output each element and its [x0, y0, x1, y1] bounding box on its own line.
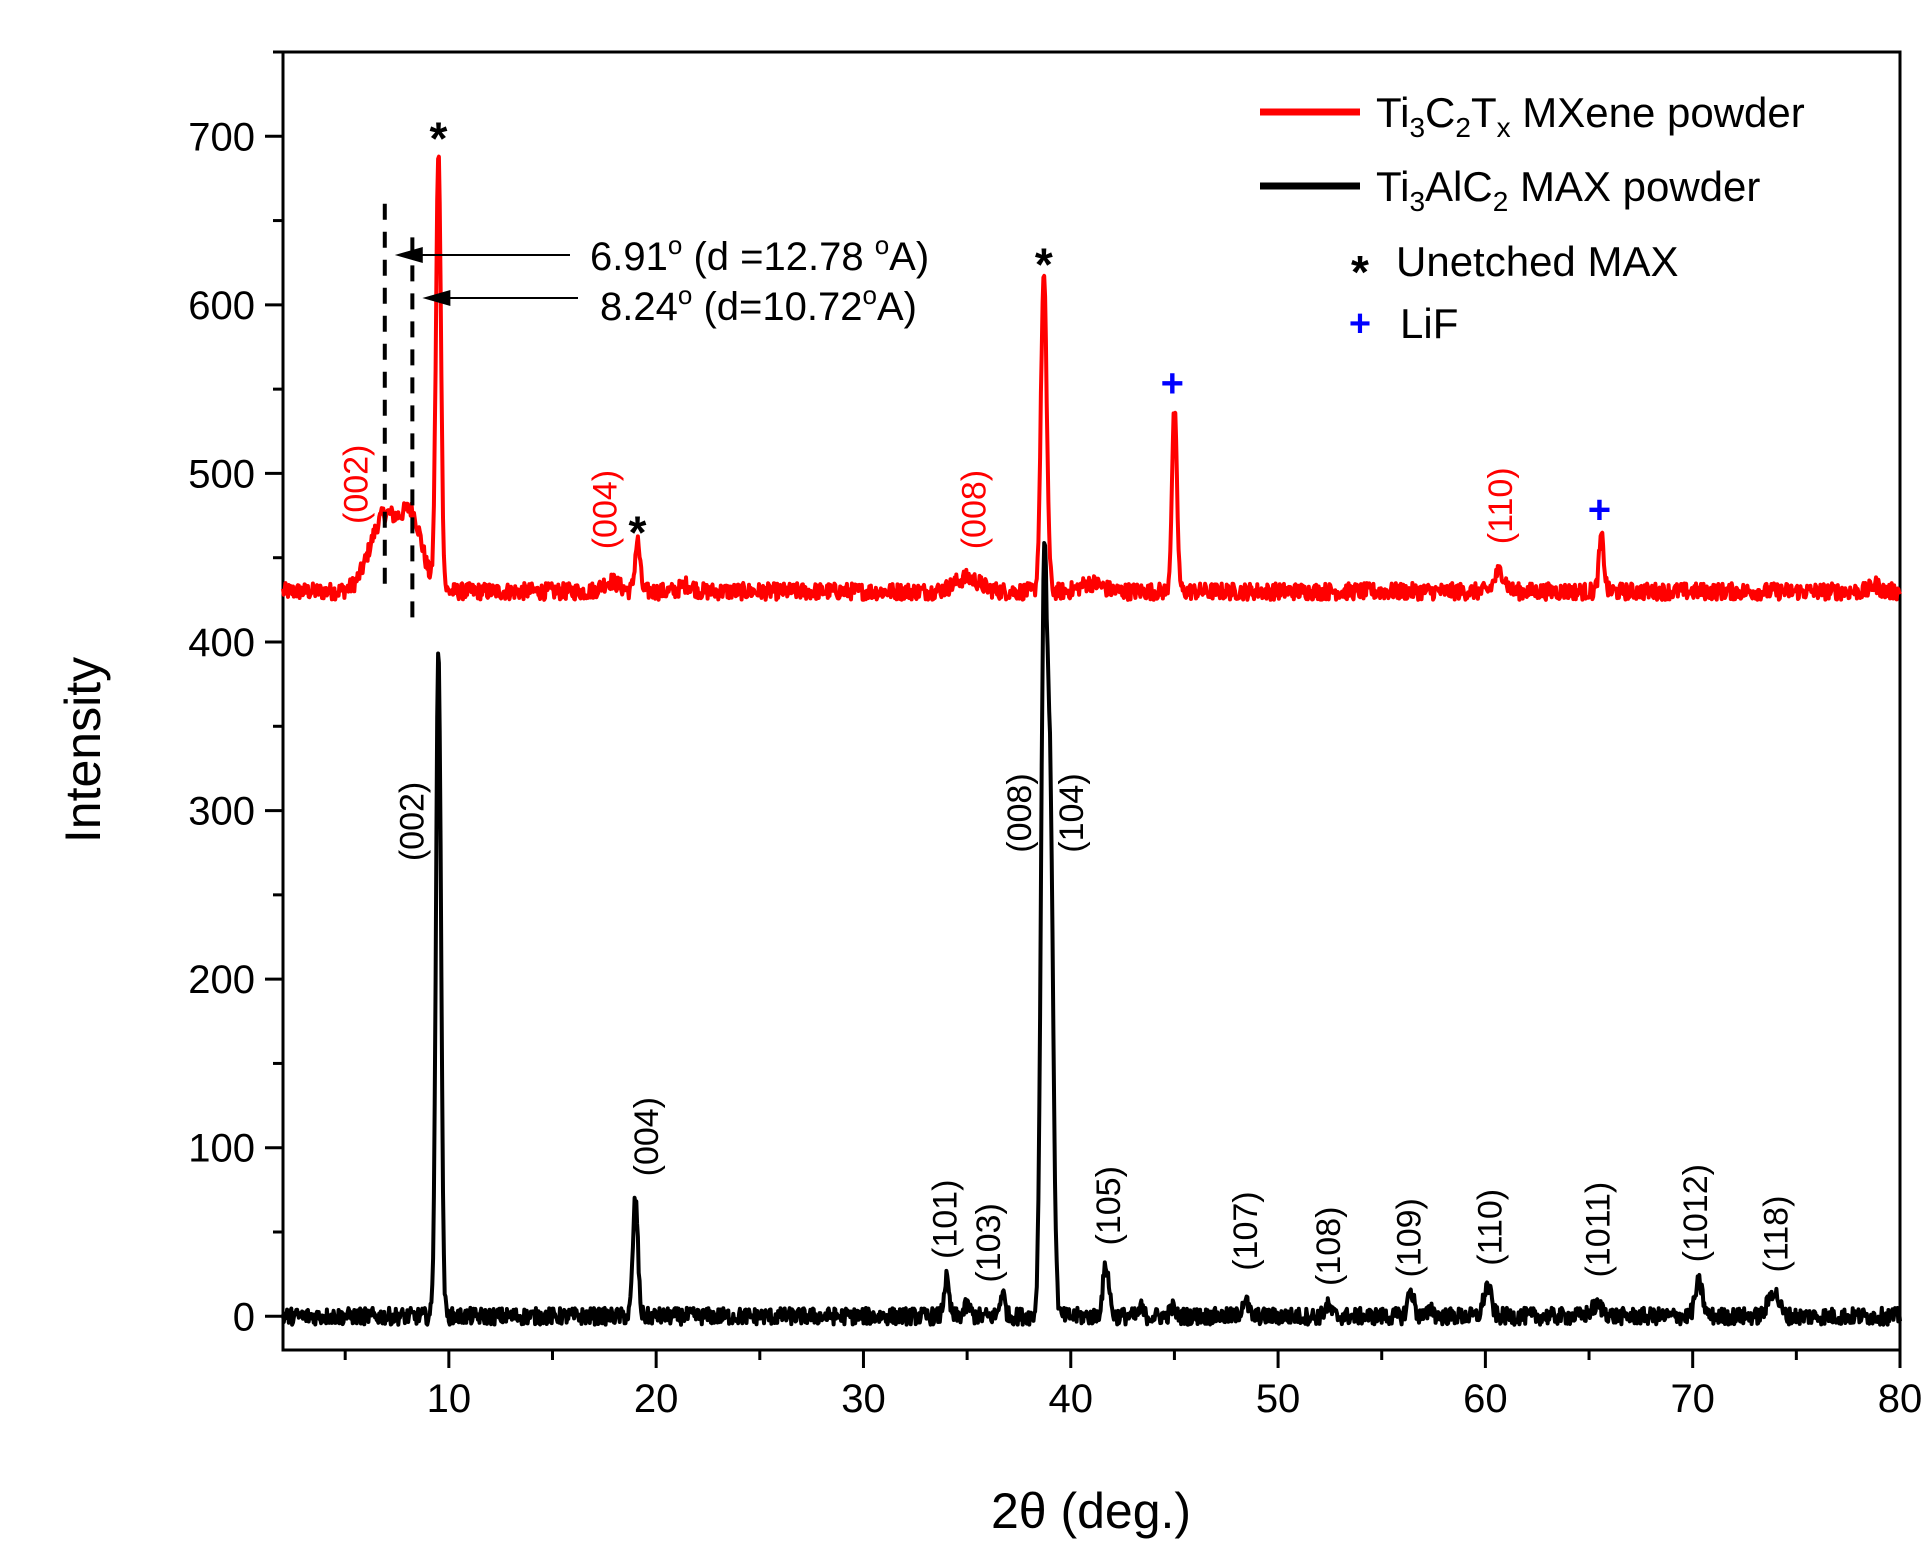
peak-label-max_hkl: (1012)	[1677, 1164, 1715, 1262]
legend-star-label: Unetched MAX	[1396, 238, 1678, 285]
x-tick-label: 80	[1878, 1377, 1923, 1421]
peak-label-max_hkl: (008)	[1001, 773, 1039, 852]
lif-plus-marker: +	[1161, 361, 1184, 405]
unetched-max-star: *	[430, 112, 448, 164]
series-layer	[281, 154, 1902, 1327]
x-axis: 10 20 30 40 50 60 70 80	[343, 1350, 1923, 1421]
annotations: (002) (004) (008) (110) (002) (004) (101) (103)…	[338, 112, 1796, 1286]
y-tick-label: 100	[188, 1127, 255, 1171]
peak-label-max_hkl: (107)	[1227, 1191, 1265, 1270]
peak-label-mxene_hkl: (002)	[338, 445, 376, 524]
y-tick-label: 0	[233, 1295, 255, 1339]
y-tick-label: 600	[188, 284, 255, 328]
peak-label-max_hkl: (101)	[926, 1180, 964, 1259]
peak-label-max_hkl: (1011)	[1579, 1182, 1617, 1278]
peak-label-mxene_hkl: (008)	[955, 470, 993, 549]
d-spacing-annotations: 6.91o (d =12.78 oA) 8.24o (d=10.72oA)	[590, 230, 929, 329]
peak-label-max_hkl: (004)	[628, 1097, 666, 1176]
lif-plus-marker: +	[1588, 488, 1611, 532]
peak-label-max_hkl: (103)	[970, 1203, 1008, 1282]
peak-label-max_hkl: (108)	[1310, 1207, 1348, 1286]
x-tick-label: 20	[634, 1377, 679, 1421]
legend-label-max: Ti3AlC2 MAX powder	[1376, 163, 1760, 217]
x-axis-label: 2θ (deg.)	[991, 1483, 1191, 1539]
x-tick-label: 50	[1256, 1377, 1301, 1421]
peak-label-max_hkl: (105)	[1090, 1166, 1128, 1245]
peak-label-max_hkl: (109)	[1391, 1198, 1429, 1277]
plot-frame	[281, 50, 1902, 1352]
peak-label-max_hkl: (104)	[1053, 773, 1091, 852]
y-axis-label: Intensity	[55, 657, 111, 843]
y-tick-label: 400	[188, 621, 255, 665]
x-tick-label: 10	[427, 1377, 472, 1421]
y-axis: 0 100 200 300 400 500 600 700	[188, 50, 283, 1339]
peak-label-max_hkl: (110)	[1472, 1189, 1510, 1266]
y-tick-label: 500	[188, 452, 255, 496]
legend-plus-symbol: +	[1349, 303, 1371, 345]
series-line-mxene	[281, 154, 1902, 602]
unetched-max-star: *	[1035, 239, 1053, 291]
y-tick-label: 200	[188, 958, 255, 1002]
peak-label-mxene_hkl: (110)	[1482, 467, 1520, 544]
x-tick-label: 60	[1463, 1377, 1508, 1421]
x-tick-label: 40	[1049, 1377, 1094, 1421]
d-spacing-label-1: 6.91o (d =12.78 oA)	[590, 230, 929, 279]
x-tick-label: 30	[841, 1377, 886, 1421]
d-spacing-label-2: 8.24o (d=10.72oA)	[600, 280, 917, 329]
legend-star-symbol: *	[1351, 246, 1369, 298]
peak-label-max_hkl: (118)	[1758, 1196, 1796, 1273]
y-tick-label: 700	[188, 115, 255, 159]
unetched-max-star: *	[629, 507, 647, 559]
peak-label-mxene_hkl: (004)	[586, 470, 624, 549]
legend-label-mxene: Ti3C2Tx MXene powder	[1376, 89, 1805, 143]
legend-plus-label: LiF	[1400, 300, 1458, 347]
series-line-max	[281, 541, 1902, 1327]
d-spacing-arrow-head	[422, 290, 451, 306]
x-tick-label: 70	[1670, 1377, 1715, 1421]
peak-label-max_hkl: (002)	[394, 782, 432, 861]
y-tick-label: 300	[188, 790, 255, 834]
legend: Ti3C2Tx MXene powder Ti3AlC2 MAX powder …	[1260, 89, 1805, 347]
d-spacing-arrow-head	[394, 247, 423, 263]
d-spacing-markers	[382, 203, 578, 626]
